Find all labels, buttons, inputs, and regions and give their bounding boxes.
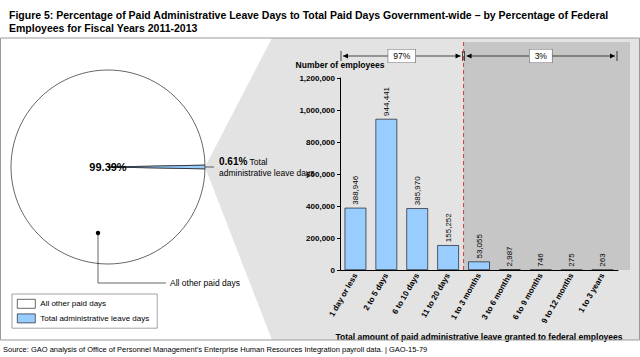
svg-text:6 to 10 days: 6 to 10 days [390, 271, 421, 316]
svg-text:944,441: 944,441 [382, 86, 391, 115]
svg-text:2,987: 2,987 [505, 246, 514, 267]
svg-text:0.61%: 0.61% [219, 156, 247, 167]
svg-text:6 to 9 months: 6 to 9 months [511, 271, 545, 321]
svg-text:97%: 97% [393, 51, 410, 61]
svg-text:600,000: 600,000 [306, 169, 335, 179]
svg-text:400,000: 400,000 [306, 202, 335, 211]
svg-text:0: 0 [331, 266, 336, 275]
svg-text:administrative leave days: administrative leave days [219, 168, 314, 178]
svg-text:Total amount of paid administr: Total amount of paid administrative leav… [335, 331, 623, 342]
svg-text:1,000,000: 1,000,000 [299, 106, 335, 115]
svg-text:Figure 5: Percentage of Paid A: Figure 5: Percentage of Paid Administrat… [9, 9, 611, 21]
svg-text:275: 275 [567, 253, 576, 267]
svg-text:3 to 6 months: 3 to 6 months [480, 271, 514, 321]
svg-text:1,200,000: 1,200,000 [299, 74, 335, 83]
svg-text:1 to 3 years: 1 to 3 years [577, 271, 607, 314]
svg-text:800,000: 800,000 [306, 138, 335, 147]
svg-text:2 to 5 days: 2 to 5 days [362, 271, 391, 312]
svg-text:1 day or less: 1 day or less [327, 271, 359, 318]
svg-text:200,000: 200,000 [306, 234, 335, 243]
svg-text:Employees for Fiscal Years 201: Employees for Fiscal Years 2011-2013 [9, 22, 198, 34]
svg-text:Total administrative leave day: Total administrative leave days [40, 314, 149, 323]
svg-text:11 to 20 days: 11 to 20 days [419, 271, 452, 319]
svg-text:155,252: 155,252 [444, 213, 453, 242]
svg-text:All other paid days: All other paid days [170, 278, 240, 288]
svg-text:Source: GAO analysis of Office: Source: GAO analysis of Office of Person… [3, 345, 427, 354]
svg-text:388,946: 388,946 [351, 175, 360, 204]
svg-text:All other paid days: All other paid days [40, 299, 106, 308]
svg-text:746: 746 [536, 253, 545, 267]
svg-text:1 to 3 months: 1 to 3 months [449, 271, 483, 321]
svg-text:9 to 12 months: 9 to 12 months [540, 271, 576, 325]
svg-text:Number of employees: Number of employees [296, 60, 385, 70]
svg-text:263: 263 [598, 253, 607, 267]
svg-text:Total: Total [247, 157, 267, 167]
svg-text:53,055: 53,055 [475, 233, 484, 258]
svg-text:99.39%: 99.39% [89, 161, 127, 173]
svg-text:385,970: 385,970 [413, 176, 422, 205]
svg-text:3%: 3% [535, 51, 548, 61]
